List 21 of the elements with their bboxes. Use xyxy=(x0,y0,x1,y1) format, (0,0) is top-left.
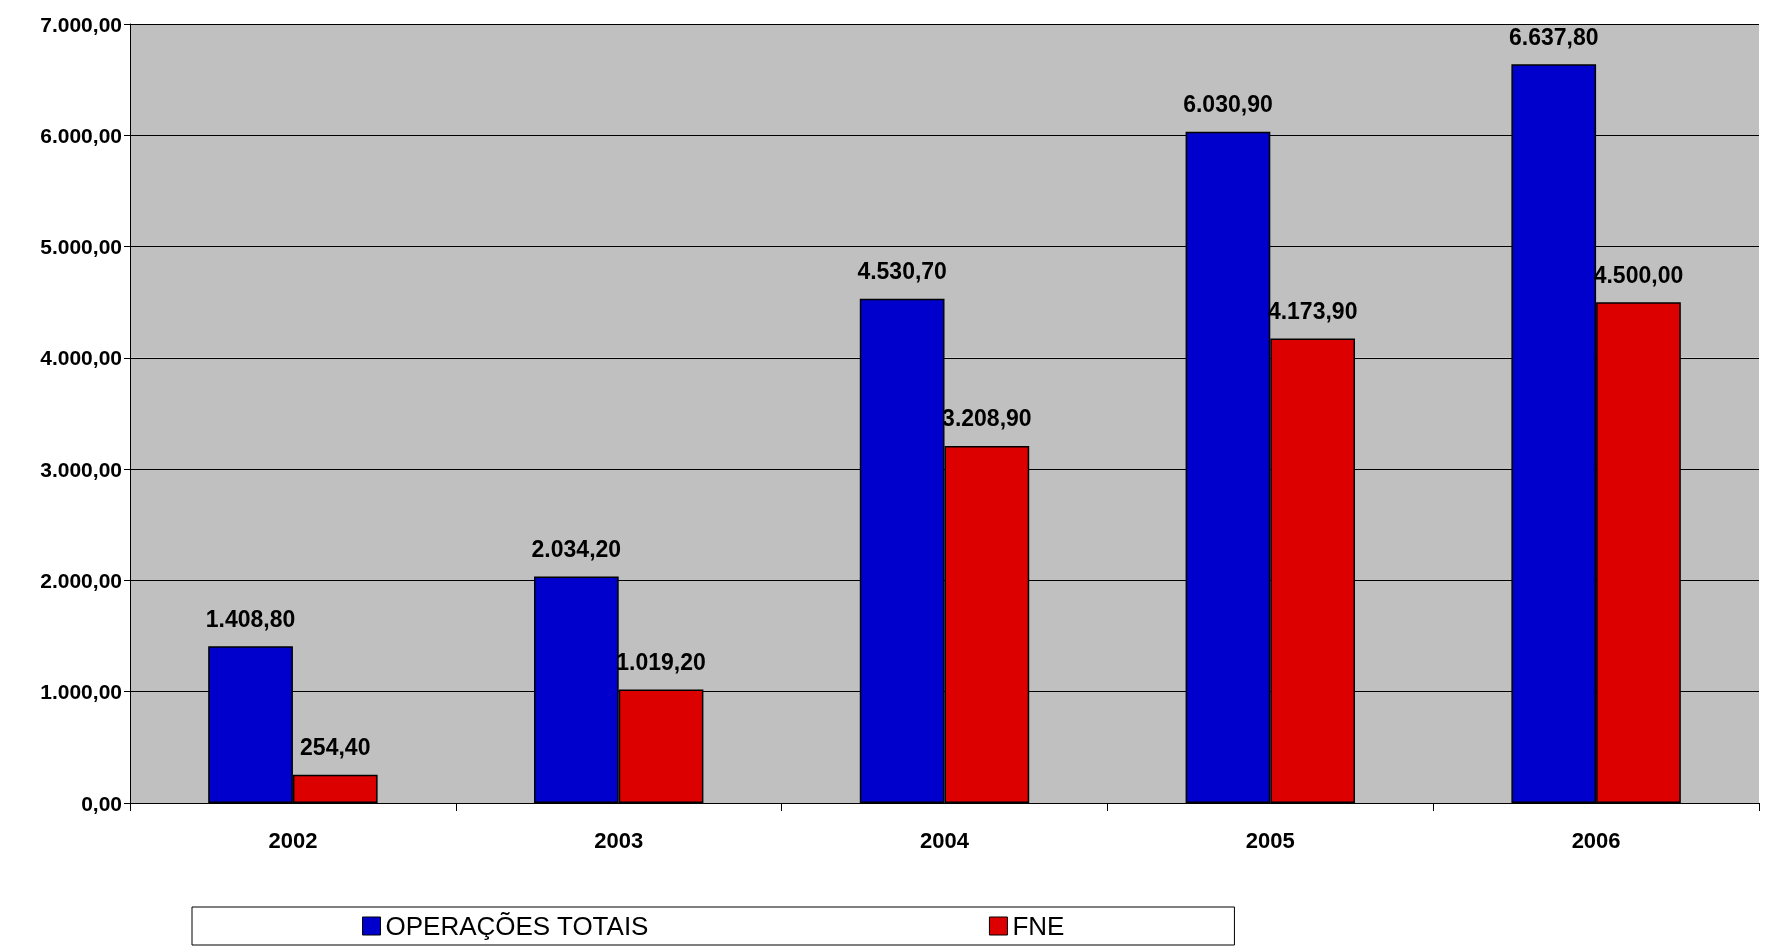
x-tick-label: 2005 xyxy=(1245,827,1295,853)
data-label: 6.637,80 xyxy=(1508,23,1599,50)
data-label: 6.030,90 xyxy=(1183,91,1273,118)
y-tick-label: 3.000,00 xyxy=(40,457,122,481)
y-tick-label: 7.000,00 xyxy=(40,12,122,36)
data-label: 2.034,20 xyxy=(531,536,622,563)
y-tick-label: 5.000,00 xyxy=(40,235,122,259)
data-label: 1.408,80 xyxy=(205,605,296,632)
legend-label: OPERAÇÕES TOTAIS xyxy=(385,911,649,941)
x-tick-label: 2003 xyxy=(594,827,644,853)
x-tick-label: 2002 xyxy=(268,827,318,853)
data-label: 4.530,70 xyxy=(857,258,947,285)
y-tick-label: 2.000,00 xyxy=(40,568,122,592)
y-tick-label: 6.000,00 xyxy=(40,123,122,147)
y-tick-label: 4.000,00 xyxy=(40,346,122,370)
y-tick-label: 1.000,00 xyxy=(40,680,122,704)
x-tick-label: 2004 xyxy=(920,827,970,853)
legend-label: FNE xyxy=(1012,911,1065,941)
data-label: 254,40 xyxy=(300,734,371,761)
x-tick-label: 2006 xyxy=(1571,827,1621,853)
y-tick-label: 0,00 xyxy=(81,791,122,815)
